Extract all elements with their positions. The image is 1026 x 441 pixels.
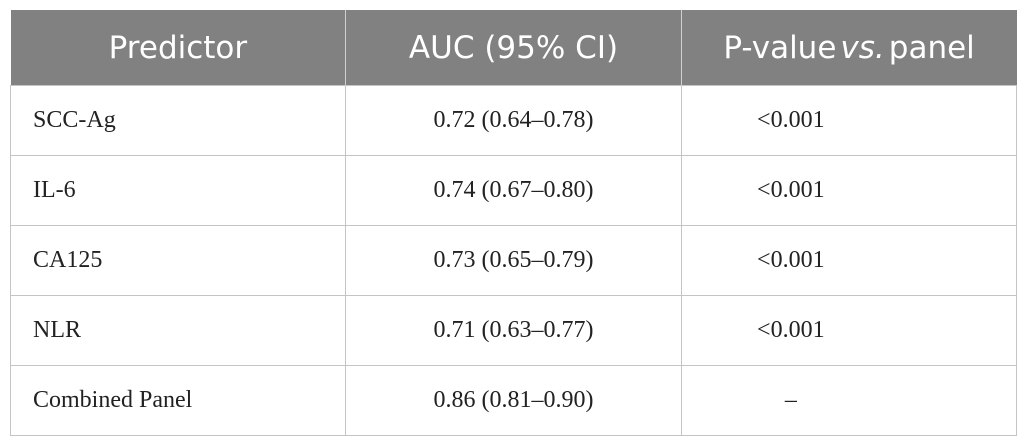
table-cell: 0.86 (0.81–0.90) bbox=[345, 365, 682, 436]
table-body: SCC-Ag 0.72 (0.64–0.78) <0.001 IL-6 0.74 (0.… bbox=[9, 85, 1018, 436]
header-text: panel bbox=[888, 29, 975, 66]
column-header: P-value vs. panel bbox=[681, 10, 1017, 86]
table-cell: NLR bbox=[9, 295, 347, 366]
header-text: P-value bbox=[723, 29, 837, 66]
results-table: Predictor AUC (95% CI) P-value vs. panel SCC… bbox=[9, 10, 1018, 436]
table-cell: 0.74 (0.67–0.80) bbox=[345, 155, 682, 226]
table-cell: <0.001 bbox=[680, 155, 1018, 226]
table-cell: – bbox=[680, 365, 1018, 436]
table-cell: <0.001 bbox=[680, 295, 1018, 366]
table-row: NLR 0.71 (0.63–0.77) <0.001 bbox=[9, 295, 1018, 366]
header-row: Predictor AUC (95% CI) P-value vs. panel bbox=[10, 10, 1017, 86]
table-row: SCC-Ag 0.72 (0.64–0.78) <0.001 bbox=[9, 85, 1018, 156]
table-header: Predictor AUC (95% CI) P-value vs. panel bbox=[10, 10, 1017, 86]
table-cell: CA125 bbox=[9, 225, 347, 296]
table-cell: IL-6 bbox=[9, 155, 347, 226]
column-header: Predictor bbox=[10, 10, 347, 86]
table-cell: <0.001 bbox=[680, 225, 1018, 296]
table-cell: <0.001 bbox=[680, 85, 1018, 156]
table-cell: SCC-Ag bbox=[9, 85, 347, 156]
table-row: Combined Panel 0.86 (0.81–0.90) – bbox=[9, 365, 1018, 436]
table-row: IL-6 0.74 (0.67–0.80) <0.001 bbox=[9, 155, 1018, 226]
table-cell: Combined Panel bbox=[9, 365, 347, 436]
column-header: AUC (95% CI) bbox=[345, 10, 682, 86]
table-row: CA125 0.73 (0.65–0.79) <0.001 bbox=[9, 225, 1018, 296]
header-text: vs. bbox=[840, 29, 885, 66]
table-cell: 0.73 (0.65–0.79) bbox=[345, 225, 682, 296]
table-cell: 0.71 (0.63–0.77) bbox=[345, 295, 682, 366]
table-cell: 0.72 (0.64–0.78) bbox=[345, 85, 682, 156]
